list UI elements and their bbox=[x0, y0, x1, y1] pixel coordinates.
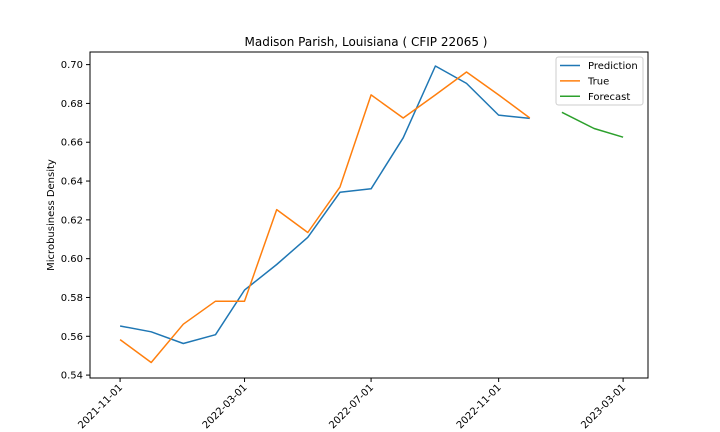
y-tick-label: 0.68 bbox=[61, 99, 83, 110]
series-line-true bbox=[119, 71, 531, 364]
data-point-true bbox=[402, 117, 404, 119]
data-point-prediction bbox=[307, 237, 309, 239]
series-line-forecast bbox=[561, 111, 624, 138]
y-tick-label: 0.54 bbox=[61, 371, 83, 382]
y-tick-label: 0.56 bbox=[61, 332, 83, 343]
data-point-prediction bbox=[276, 264, 278, 266]
data-point-true bbox=[339, 186, 341, 188]
data-point-forecast bbox=[593, 128, 595, 130]
y-axis-label: Microbusiness Density bbox=[46, 159, 57, 271]
chart-title: Madison Parish, Louisiana ( CFIP 22065 ) bbox=[245, 35, 488, 49]
legend-label-forecast: Forecast bbox=[588, 92, 630, 103]
data-point-true bbox=[435, 94, 437, 96]
legend-box bbox=[555, 56, 644, 106]
y-tick-label: 0.70 bbox=[61, 60, 83, 71]
data-point-prediction bbox=[244, 289, 246, 291]
data-point-true bbox=[466, 71, 468, 73]
y-tick-label: 0.58 bbox=[61, 293, 83, 304]
data-point-true bbox=[276, 209, 278, 211]
data-point-prediction bbox=[435, 65, 437, 67]
legend-label-prediction: Prediction bbox=[588, 61, 638, 72]
data-point-true bbox=[529, 117, 531, 119]
data-point-true bbox=[119, 339, 121, 341]
y-tick-label: 0.64 bbox=[61, 177, 83, 188]
data-point-prediction bbox=[119, 325, 121, 327]
data-point-prediction bbox=[215, 334, 217, 336]
data-point-prediction bbox=[150, 331, 152, 333]
data-point-true bbox=[307, 232, 309, 234]
data-point-forecast bbox=[622, 136, 624, 138]
legend: Prediction True Forecast bbox=[555, 56, 644, 106]
plot-lines bbox=[119, 65, 624, 364]
data-point-prediction bbox=[466, 83, 468, 85]
data-point-true bbox=[244, 300, 246, 302]
plot-frame bbox=[89, 51, 649, 379]
data-point-true bbox=[370, 94, 372, 96]
data-point-true bbox=[498, 94, 500, 96]
data-point-true bbox=[150, 362, 152, 364]
y-axis: 0.54 0.56 0.58 0.60 0.62 0.64 0.66 0.68 0.70 bbox=[61, 60, 90, 382]
data-point-prediction bbox=[402, 137, 404, 139]
y-tick-label: 0.60 bbox=[61, 254, 83, 265]
data-point-prediction bbox=[183, 343, 185, 345]
data-point-forecast bbox=[561, 112, 563, 114]
y-tick-label: 0.62 bbox=[61, 215, 83, 226]
data-point-prediction bbox=[498, 114, 500, 116]
data-point-prediction bbox=[370, 188, 372, 190]
data-point-true bbox=[183, 323, 185, 325]
data-point-true bbox=[215, 300, 217, 302]
legend-label-true: True bbox=[587, 76, 609, 87]
series-line-prediction bbox=[119, 65, 530, 345]
data-point-prediction bbox=[339, 192, 341, 194]
y-tick-label: 0.66 bbox=[61, 138, 83, 149]
